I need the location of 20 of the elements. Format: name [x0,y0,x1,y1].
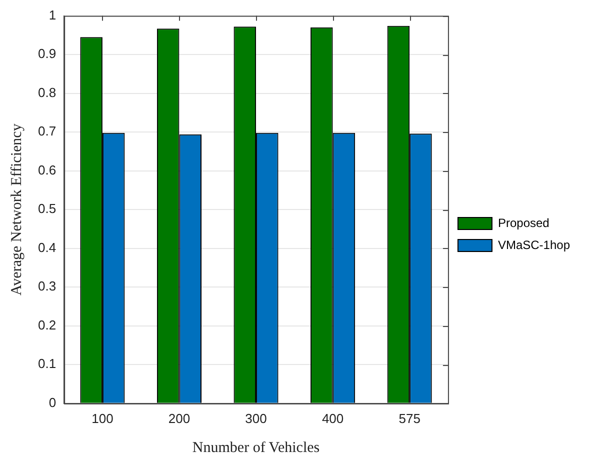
x-tick-label: 200 [168,410,190,426]
y-tick-label: 0.6 [38,162,56,178]
y-tick-label: 0.4 [38,240,56,255]
legend-label: Proposed [498,216,550,230]
y-axis-title: Average Network Efficiency [8,123,25,296]
y-tick-label: 0.8 [38,84,56,100]
y-tick-label: 0.5 [38,201,56,216]
y-tick-label: 0 [48,394,56,410]
y-tick-label: 0.9 [38,46,56,62]
y-tick-label: 0.3 [38,278,56,294]
x-tick-label: 575 [398,410,420,426]
x-tick-label: 100 [92,410,114,426]
y-tick-label: 0.7 [38,124,56,139]
y-tick-label: 0.1 [38,356,56,372]
y-tick-label: 1 [48,7,56,22]
x-tick-label: 300 [245,410,267,426]
y-tick-label: 0.2 [38,317,56,332]
x-axis-title: Nnumber of Vehicles [192,440,320,456]
legend-label: VMaSC-1hop [498,238,570,252]
x-tick-label: 400 [322,410,344,426]
